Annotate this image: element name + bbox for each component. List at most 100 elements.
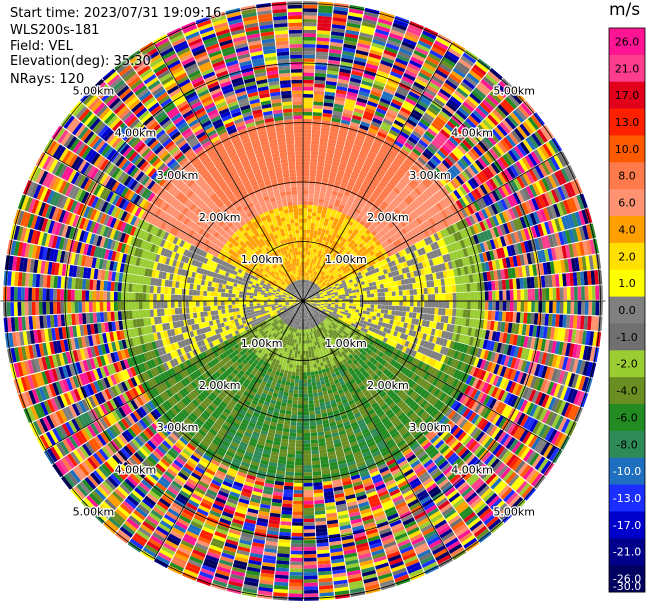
radar-gate: [327, 298, 332, 300]
radar-gate: [408, 265, 414, 272]
radar-gate: [507, 322, 513, 334]
radar-gate: [344, 271, 350, 276]
radar-gate: [318, 250, 322, 255]
radar-gate: [342, 112, 353, 119]
radar-gate: [368, 315, 373, 320]
radar-gate: [415, 282, 421, 289]
radar-gate: [422, 281, 428, 288]
radar-gate: [326, 149, 335, 155]
radar-gate: [416, 43, 431, 53]
radar-gate: [454, 317, 460, 325]
radar-gate: [320, 304, 324, 307]
radar-gate: [313, 392, 319, 397]
radar-gate: [406, 323, 412, 330]
radar-gate: [585, 240, 592, 255]
radar-gate: [323, 293, 328, 296]
radar-gate: [416, 142, 426, 151]
radar-gate: [321, 272, 326, 276]
radar-gate: [519, 141, 530, 155]
radar-gate: [473, 87, 487, 99]
radar-gate: [529, 404, 538, 417]
radar-gate: [320, 262, 325, 267]
radar-gate: [532, 420, 542, 434]
radar-gate: [303, 386, 308, 391]
radar-gate: [469, 164, 479, 175]
radar-gate: [430, 183, 439, 193]
radar-gate: [373, 289, 378, 294]
radar-gate: [578, 375, 586, 391]
radar-gate: [312, 126, 321, 131]
radar-gate: [303, 408, 309, 412]
radar-gate: [309, 169, 317, 174]
radar-gate: [320, 213, 326, 219]
radar-gate: [538, 393, 547, 407]
radar-gate: [313, 104, 323, 110]
radar-gate: [446, 357, 453, 366]
radar-gate: [460, 326, 466, 335]
radar-gate: [309, 172, 316, 177]
radar-gate: [324, 241, 329, 246]
radar-gate: [477, 104, 490, 116]
radar-gate: [367, 318, 372, 323]
radar-gate: [355, 49, 369, 56]
radar-gate: [364, 107, 376, 115]
radar-gate: [316, 33, 330, 39]
radar-gate: [521, 265, 527, 278]
radar-gate: [547, 340, 554, 353]
radar-gate: [516, 242, 523, 255]
radar-gate: [537, 338, 543, 351]
radar-gate: [315, 238, 320, 243]
radar-gate: [316, 296, 321, 298]
radar-gate: [434, 265, 440, 273]
radar-gate: [468, 69, 482, 82]
radar-gate: [327, 267, 332, 272]
radar-gate: [369, 274, 375, 279]
radar-gate: [324, 233, 329, 238]
radar-gate: [406, 27, 422, 37]
radar-gate: [360, 234, 366, 241]
radar-gate: [439, 110, 451, 121]
radar-gate: [540, 379, 548, 393]
radar-gate: [364, 137, 374, 145]
radar-gate: [308, 273, 311, 277]
radar-gate: [317, 12, 333, 17]
radar-gate: [456, 361, 463, 371]
radar-gate: [472, 254, 478, 264]
radar-gate: [369, 286, 374, 291]
radar-gate: [484, 261, 490, 272]
radar-gate: [352, 186, 360, 193]
radar-gate: [500, 354, 507, 366]
radar-gate: [534, 131, 545, 145]
radar-gate: [494, 188, 503, 200]
radar-gate: [313, 299, 318, 301]
radar-gate: [338, 204, 345, 210]
radar-gate: [419, 154, 430, 163]
radar-gate: [434, 152, 444, 162]
radar-gate: [547, 234, 555, 248]
radar-gate: [456, 392, 464, 402]
radar-gate: [314, 87, 325, 92]
radar-gate: [349, 226, 356, 232]
radar-gate: [506, 290, 511, 301]
radar-gate: [386, 328, 392, 334]
radar-gate: [377, 231, 384, 238]
radar-gate: [363, 294, 368, 298]
radar-gate: [422, 30, 437, 40]
radar-gate: [384, 287, 389, 293]
radar-gate: [399, 165, 409, 173]
radar-gate: [527, 153, 538, 167]
radar-gate: [482, 241, 489, 252]
radar-gate: [340, 182, 348, 188]
radar-gate: [396, 154, 406, 162]
radar-gate: [316, 305, 320, 308]
radar-gate: [347, 229, 354, 235]
radar-gate: [315, 285, 319, 289]
radar-gate: [340, 156, 349, 162]
radar-gate: [473, 347, 479, 357]
radar-gate: [430, 206, 438, 215]
radar-gate: [356, 205, 363, 211]
radar-gate: [310, 273, 314, 278]
radar-gate: [342, 282, 347, 286]
radar-gate: [552, 301, 557, 314]
radar-gate: [424, 301, 428, 308]
